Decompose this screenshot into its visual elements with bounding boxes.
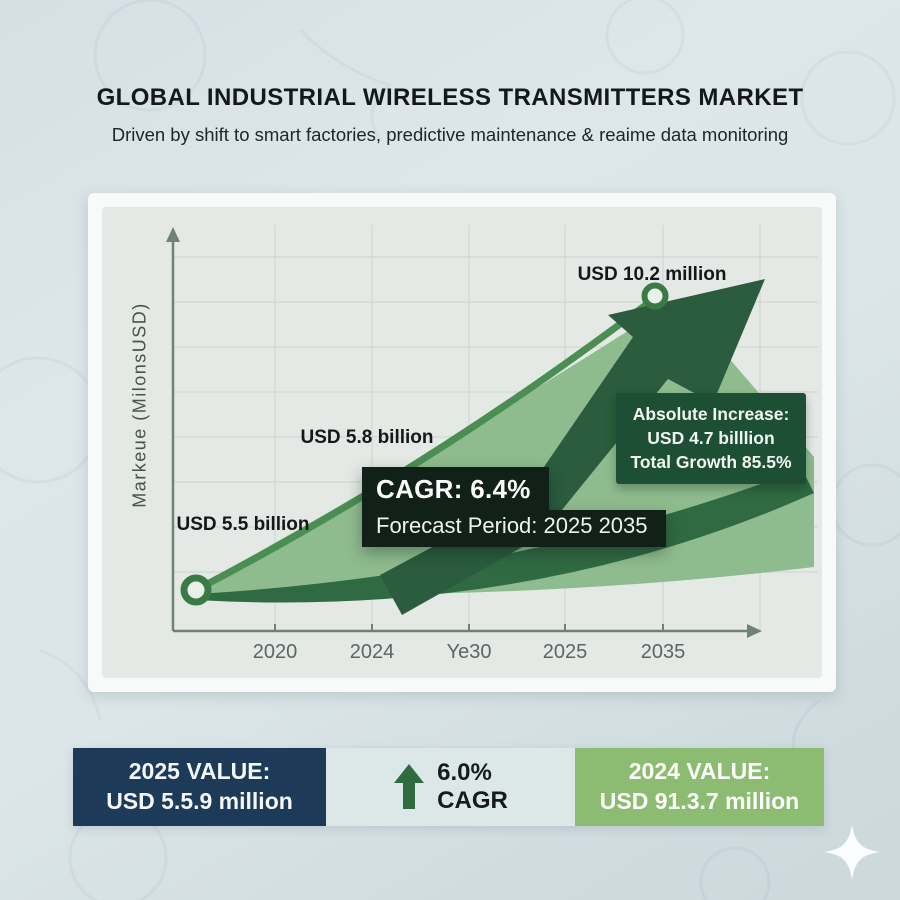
page-title: GLOBAL INDUSTRIAL WIRELESS TRANSMITTERS …: [96, 84, 804, 111]
x-tick-2024: 2024: [349, 641, 395, 663]
axes: [171, 239, 750, 633]
value-2025-title: 2025 VALUE:: [128, 758, 271, 785]
forecast-period-text: Forecast Period: 2025 2035: [362, 510, 666, 547]
x-tick-2035: 2035: [640, 641, 686, 663]
x-tick-2025: 2025: [542, 641, 588, 663]
value-2025-box: 2025 VALUE: USD 5.5.9 million: [73, 748, 326, 826]
mid-value-label: USD 5.8 billion: [300, 427, 434, 448]
end-point-marker: [641, 282, 669, 310]
cagr-callout: CAGR: 6.4% Forecast Period: 2025 2035: [362, 467, 666, 547]
up-arrow-icon: [394, 764, 425, 809]
cagr-value-text: CAGR: 6.4%: [362, 467, 549, 510]
value-2025-amount: USD 5.5.9 million: [106, 788, 293, 814]
sparkle-icon: [824, 824, 880, 880]
trend-line: [192, 294, 659, 594]
cagr-stat-box: 6.0% CAGR: [326, 748, 575, 826]
value-2024-title: 2024 VALUE:: [628, 758, 771, 785]
increase-value-text: USD 4.7 billlion: [647, 428, 775, 449]
x-axis-arrowhead: [747, 624, 762, 638]
page-subtitle: Driven by shift to smart factories, pred…: [111, 124, 789, 145]
end-value-label: USD 10.2 million: [577, 264, 727, 285]
start-point-marker: [180, 574, 212, 606]
chart-panel: Markeue (MilonsUSD) USD 10.2 million USD…: [102, 207, 822, 678]
y-axis-arrowhead: [166, 227, 180, 242]
x-tick-ye30: Ye30: [446, 641, 492, 663]
total-growth-text: Total Growth 85.5%: [630, 452, 792, 473]
start-value-label: USD 5.5 billion: [176, 514, 310, 535]
stats-band: 2025 VALUE: USD 5.5.9 million 6.0% CAGR …: [73, 748, 824, 826]
cagr-percent-text: 6.0%: [437, 759, 492, 787]
increase-title-text: Absolute Increase:: [632, 404, 790, 424]
absolute-increase-callout: Absolute Increase: USD 4.7 billlion Tota…: [616, 393, 806, 485]
y-axis-label: Markeue (MilonsUSD): [129, 302, 150, 508]
value-2024-box: 2024 VALUE: USD 91.3.7 million: [575, 748, 824, 826]
growth-underband-shape: [196, 469, 814, 603]
value-2024-amount: USD 91.3.7 million: [599, 788, 800, 814]
cagr-label-text: CAGR: [437, 787, 508, 814]
x-tick-2020: 2020: [252, 641, 298, 663]
chart-frame: Markeue (MilonsUSD) USD 10.2 million USD…: [88, 193, 836, 692]
